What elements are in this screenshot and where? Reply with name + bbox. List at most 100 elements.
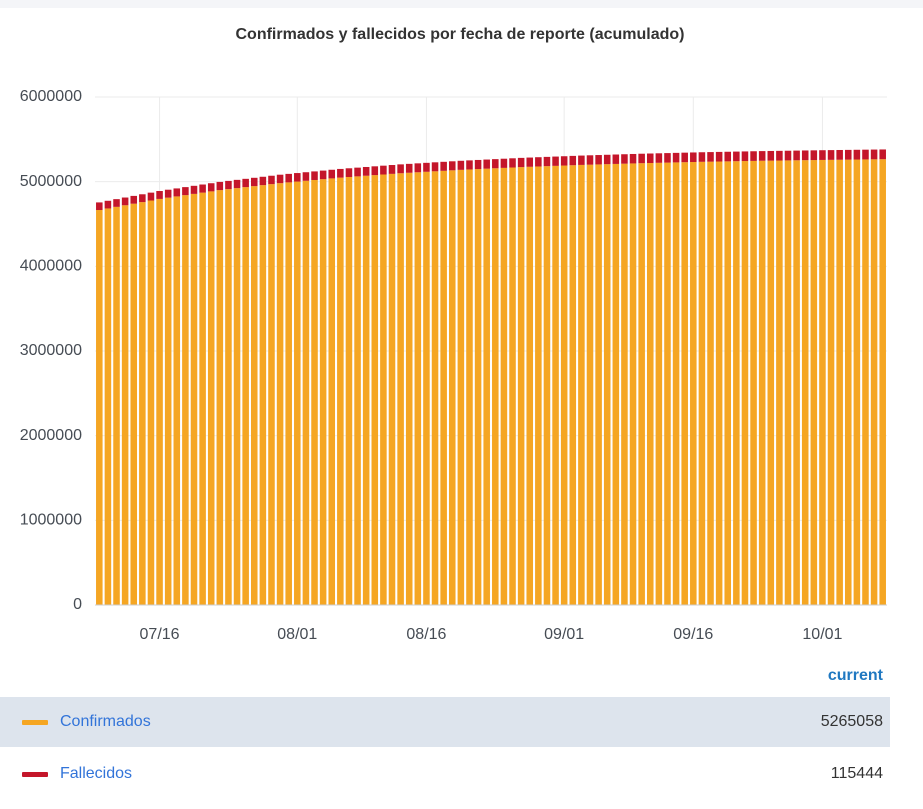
bar-segment	[268, 175, 275, 185]
bar-segment	[776, 160, 783, 606]
bar-segment	[276, 174, 284, 184]
bar-segment	[698, 152, 706, 162]
bar-segment	[535, 157, 542, 167]
x-tick-label: 10/01	[802, 626, 842, 643]
y-tick-label: 5000000	[20, 173, 82, 190]
bar-segment	[380, 165, 387, 175]
bar-segment	[448, 170, 456, 605]
bar-segment	[371, 175, 379, 605]
bar-segment	[121, 197, 129, 206]
legend-current: 115444	[831, 765, 883, 782]
bar-segment	[578, 164, 585, 605]
bar-segment	[724, 161, 732, 606]
bar-segment	[405, 172, 413, 606]
bar-segment	[655, 162, 663, 606]
bar-segment	[758, 151, 766, 161]
bar-segment	[526, 157, 534, 167]
bar-segment	[233, 188, 241, 605]
bar-segment	[741, 151, 749, 162]
y-tick-label: 0	[73, 596, 82, 613]
bar-segment	[190, 193, 198, 606]
bar-segment	[345, 168, 353, 177]
bar-segment	[638, 163, 645, 606]
bar-segment	[207, 191, 215, 605]
bar-segment	[681, 162, 688, 605]
bar-segment	[457, 160, 465, 170]
bar-segment	[500, 167, 508, 605]
legend-swatch	[22, 720, 48, 725]
bar-segment	[104, 200, 112, 209]
bar-segment	[173, 196, 181, 606]
bar-segment	[750, 151, 757, 161]
x-tick-label: 08/16	[406, 626, 446, 643]
bar-segment	[474, 159, 482, 170]
bar-segment	[371, 166, 379, 176]
bar-segment	[715, 161, 723, 606]
bar-segment	[380, 174, 387, 605]
bar-segment	[853, 149, 861, 160]
bar-segment	[199, 192, 206, 606]
bar-segment	[354, 176, 361, 605]
bar-segment	[629, 163, 637, 605]
bar-segment	[560, 156, 568, 166]
bar-segment	[216, 181, 224, 191]
bar-segment	[784, 150, 792, 161]
bar-segment	[233, 179, 241, 189]
bar-segment	[242, 187, 249, 605]
bar-segment	[767, 160, 775, 605]
legend-current: 5265058	[821, 713, 883, 730]
bar-segment	[836, 159, 843, 605]
bar-segment	[733, 151, 740, 162]
bar-segment	[879, 149, 886, 160]
bar-segment	[319, 170, 327, 180]
bar-segment	[466, 169, 473, 605]
bar-segment	[225, 180, 232, 190]
bar-segment	[474, 169, 482, 605]
bar-segment	[535, 166, 542, 605]
bar-segment	[560, 165, 568, 605]
bar-segment	[431, 171, 439, 605]
bar-segment	[578, 155, 585, 165]
bar-segment	[784, 160, 792, 605]
bar-segment	[147, 200, 155, 605]
bar-segment	[483, 159, 490, 169]
bar-segment	[147, 192, 155, 201]
bar-segment	[182, 195, 189, 606]
bar-segment	[492, 159, 499, 169]
bar-segment	[362, 166, 370, 176]
bar-segment	[646, 153, 654, 163]
bar-segment	[285, 173, 292, 183]
bar-segment	[603, 164, 611, 606]
bar-segment	[844, 149, 852, 160]
bar-segment	[595, 164, 602, 605]
bar-segment	[862, 159, 869, 605]
bar-segment	[844, 159, 852, 605]
bar-segment	[819, 159, 826, 605]
bar-segment	[853, 159, 861, 606]
bar-segment	[672, 162, 680, 605]
bar-segment	[268, 184, 275, 605]
bar-segment	[414, 172, 422, 605]
bar-segment	[139, 202, 146, 605]
bar-segment	[431, 162, 439, 172]
bar-segment	[879, 159, 886, 605]
y-tick-label: 6000000	[20, 88, 82, 105]
bar-segment	[423, 171, 430, 605]
bar-segment	[836, 149, 843, 160]
bar-segment	[164, 189, 172, 198]
bar-segment	[225, 189, 232, 605]
x-tick-label: 09/01	[544, 626, 584, 643]
bar-segment	[758, 160, 766, 605]
bar-segment	[190, 185, 198, 194]
bar-segment	[156, 191, 163, 199]
bar-segment	[638, 153, 645, 164]
bar-segment	[294, 173, 301, 182]
bar-segment	[199, 184, 206, 193]
bar-segment	[388, 173, 396, 606]
bar-segment	[793, 150, 800, 161]
bar-segment	[733, 161, 740, 606]
bar-segment	[294, 181, 301, 605]
legend-row-bg	[0, 697, 890, 747]
bar-segment	[328, 178, 336, 606]
bar-segment	[130, 195, 138, 204]
